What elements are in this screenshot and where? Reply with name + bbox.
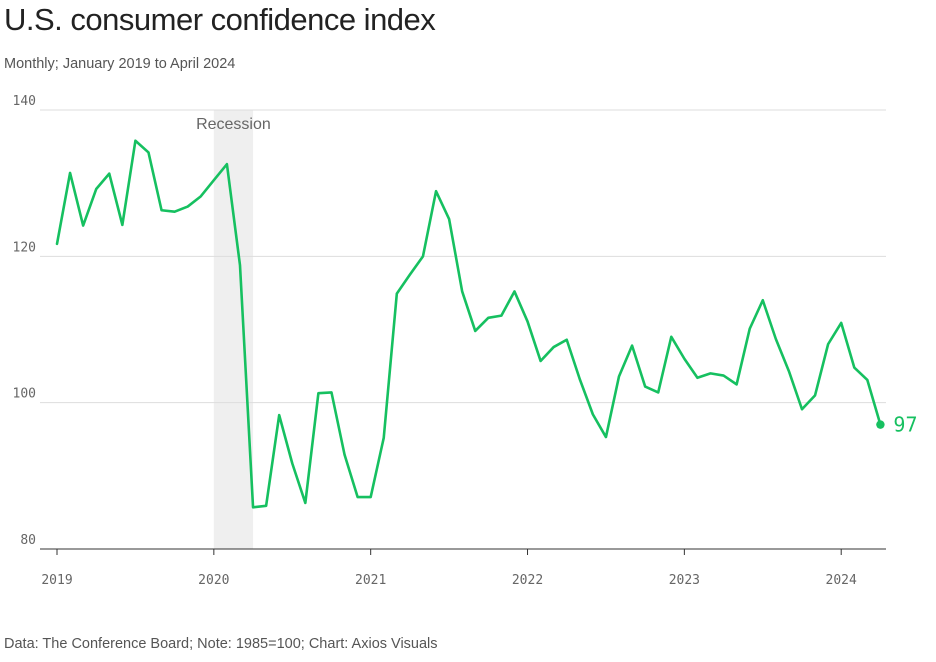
recession-band	[213, 110, 254, 549]
y-tick-label: 80	[20, 533, 36, 548]
series-line	[55, 139, 882, 509]
recession-label: Recession	[196, 116, 271, 133]
x-tick-label: 2019	[41, 573, 72, 588]
source-note: Data: The Conference Board; Note: 1985=1…	[4, 636, 438, 652]
chart-subtitle: Monthly; January 2019 to April 2024	[4, 56, 236, 72]
x-tick-label: 2022	[512, 573, 543, 588]
end-value-label: 97	[893, 413, 917, 437]
x-tick-label: 2021	[355, 573, 386, 588]
x-tick-label: 2020	[198, 573, 229, 588]
x-tick-label: 2024	[826, 573, 857, 588]
chart-title: U.S. consumer confidence index	[4, 2, 436, 37]
y-tick-label: 120	[13, 240, 36, 255]
y-tick-label: 100	[13, 387, 36, 402]
y-tick-label: 140	[13, 94, 36, 109]
x-tick-label: 2023	[669, 573, 700, 588]
end-point-marker	[876, 420, 885, 429]
